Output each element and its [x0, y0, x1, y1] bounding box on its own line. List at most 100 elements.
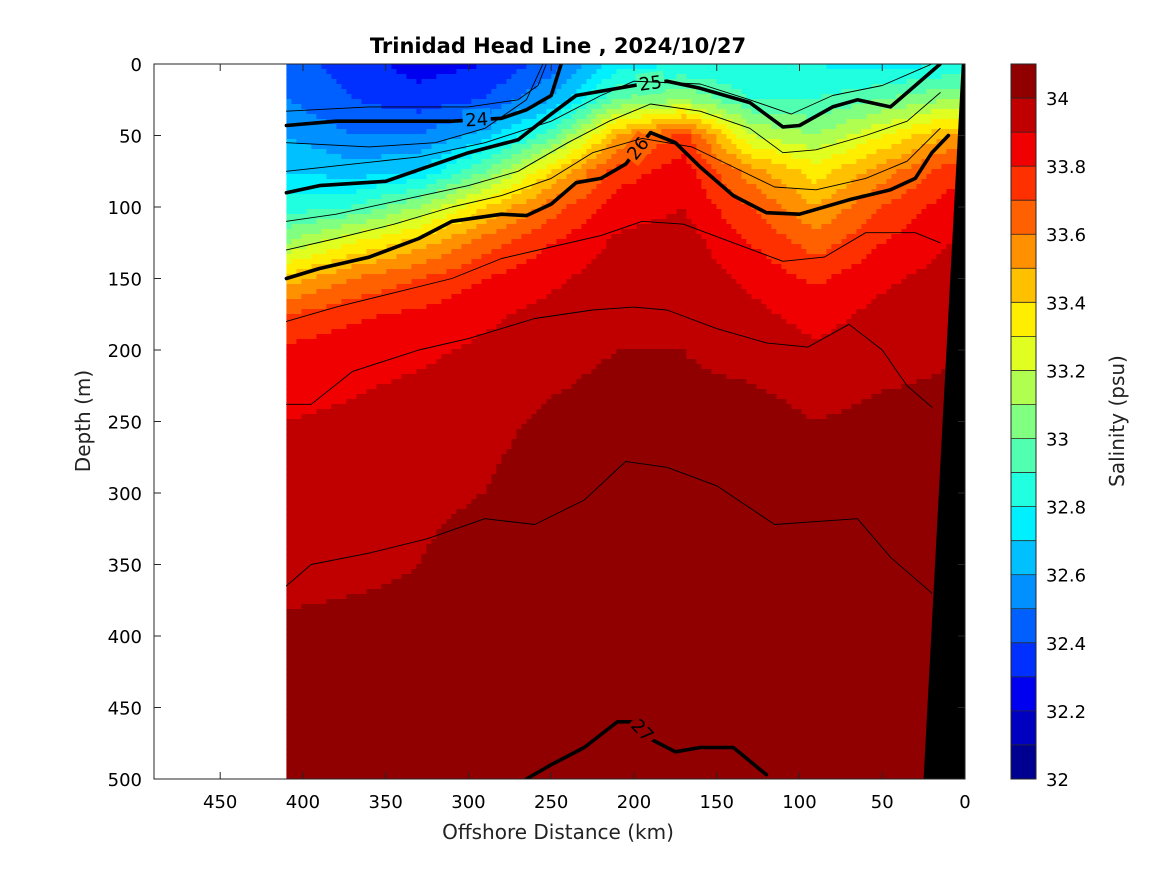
salinity-cell: [936, 224, 942, 230]
salinity-cell: [641, 239, 647, 245]
salinity-cell: [456, 114, 462, 120]
salinity-cell: [621, 129, 627, 135]
salinity-cell: [671, 179, 677, 185]
salinity-cell: [326, 194, 332, 200]
salinity-cell: [531, 229, 537, 235]
salinity-cell: [526, 179, 532, 185]
salinity-cell: [346, 169, 352, 175]
salinity-cell: [666, 109, 672, 115]
salinity-cell: [526, 64, 532, 70]
salinity-cell: [866, 159, 872, 165]
salinity-cell: [936, 99, 942, 105]
salinity-cell: [306, 194, 312, 200]
salinity-cell: [871, 204, 877, 210]
salinity-cell: [426, 239, 432, 245]
salinity-cell: [341, 94, 347, 100]
salinity-cell: [561, 74, 567, 80]
salinity-cell: [911, 189, 917, 195]
salinity-cell: [771, 199, 777, 205]
salinity-cell: [341, 219, 347, 225]
salinity-cell: [296, 234, 302, 240]
salinity-cell: [946, 94, 952, 100]
salinity-cell: [696, 204, 702, 210]
salinity-cell: [511, 149, 517, 155]
salinity-cell: [921, 174, 927, 180]
salinity-cell: [511, 164, 517, 170]
salinity-cell: [886, 224, 892, 230]
salinity-cell: [766, 189, 772, 195]
salinity-cell: [691, 209, 697, 215]
salinity-cell: [361, 224, 367, 230]
salinity-cell: [301, 89, 307, 95]
salinity-cell: [886, 99, 892, 105]
salinity-cell: [516, 89, 522, 95]
salinity-cell: [866, 89, 872, 95]
salinity-cell: [826, 124, 832, 130]
salinity-cell: [571, 189, 577, 195]
salinity-cell: [726, 149, 732, 155]
salinity-cell: [826, 159, 832, 165]
salinity-cell: [336, 159, 342, 165]
salinity-cell: [831, 124, 837, 130]
salinity-cell: [901, 64, 907, 70]
salinity-cell: [481, 189, 487, 195]
salinity-cell: [416, 84, 422, 90]
salinity-cell: [596, 244, 602, 250]
salinity-cell: [836, 159, 842, 165]
salinity-cell: [351, 164, 357, 170]
salinity-cell: [856, 229, 862, 235]
salinity-cell: [761, 214, 767, 220]
salinity-cell: [606, 69, 612, 75]
salinity-cell: [781, 169, 787, 175]
salinity-cell: [781, 144, 787, 150]
salinity-cell: [871, 109, 877, 115]
salinity-cell: [856, 74, 862, 80]
salinity-cell: [916, 129, 922, 135]
salinity-cell: [616, 214, 622, 220]
salinity-cell: [751, 64, 757, 70]
salinity-cell: [821, 169, 827, 175]
salinity-cell: [816, 164, 822, 170]
salinity-cell: [576, 154, 582, 160]
salinity-cell: [451, 214, 457, 220]
salinity-cell: [576, 129, 582, 135]
salinity-cell: [686, 114, 692, 120]
salinity-cell: [321, 89, 327, 95]
salinity-cell: [866, 229, 872, 235]
salinity-cell: [426, 84, 432, 90]
salinity-cell: [781, 129, 787, 135]
salinity-cell: [621, 74, 627, 80]
salinity-cell: [906, 104, 912, 110]
salinity-cell: [921, 99, 927, 105]
salinity-cell: [491, 79, 497, 85]
salinity-cell: [426, 124, 432, 130]
salinity-cell: [821, 209, 827, 215]
salinity-cell: [366, 139, 372, 145]
salinity-cell: [386, 184, 392, 190]
salinity-cell: [821, 64, 827, 70]
salinity-cell: [441, 179, 447, 185]
salinity-cell: [631, 199, 637, 205]
salinity-cell: [306, 84, 312, 90]
salinity-cell: [691, 124, 697, 130]
salinity-cell: [461, 89, 467, 95]
salinity-cell: [521, 84, 527, 90]
salinity-cell: [436, 179, 442, 185]
salinity-cell: [751, 214, 757, 220]
salinity-cell: [561, 79, 567, 85]
salinity-cell: [866, 149, 872, 155]
salinity-cell: [341, 169, 347, 175]
salinity-cell: [951, 109, 957, 115]
salinity-cell: [786, 229, 792, 235]
salinity-cell: [711, 239, 717, 245]
salinity-cell: [626, 119, 632, 125]
salinity-cell: [671, 224, 677, 230]
salinity-cell: [426, 214, 432, 220]
salinity-cell: [926, 189, 932, 195]
salinity-cell: [341, 214, 347, 220]
salinity-cell: [626, 169, 632, 175]
salinity-cell: [601, 204, 607, 210]
salinity-cell: [826, 209, 832, 215]
salinity-cell: [691, 234, 697, 240]
salinity-cell: [381, 219, 387, 225]
